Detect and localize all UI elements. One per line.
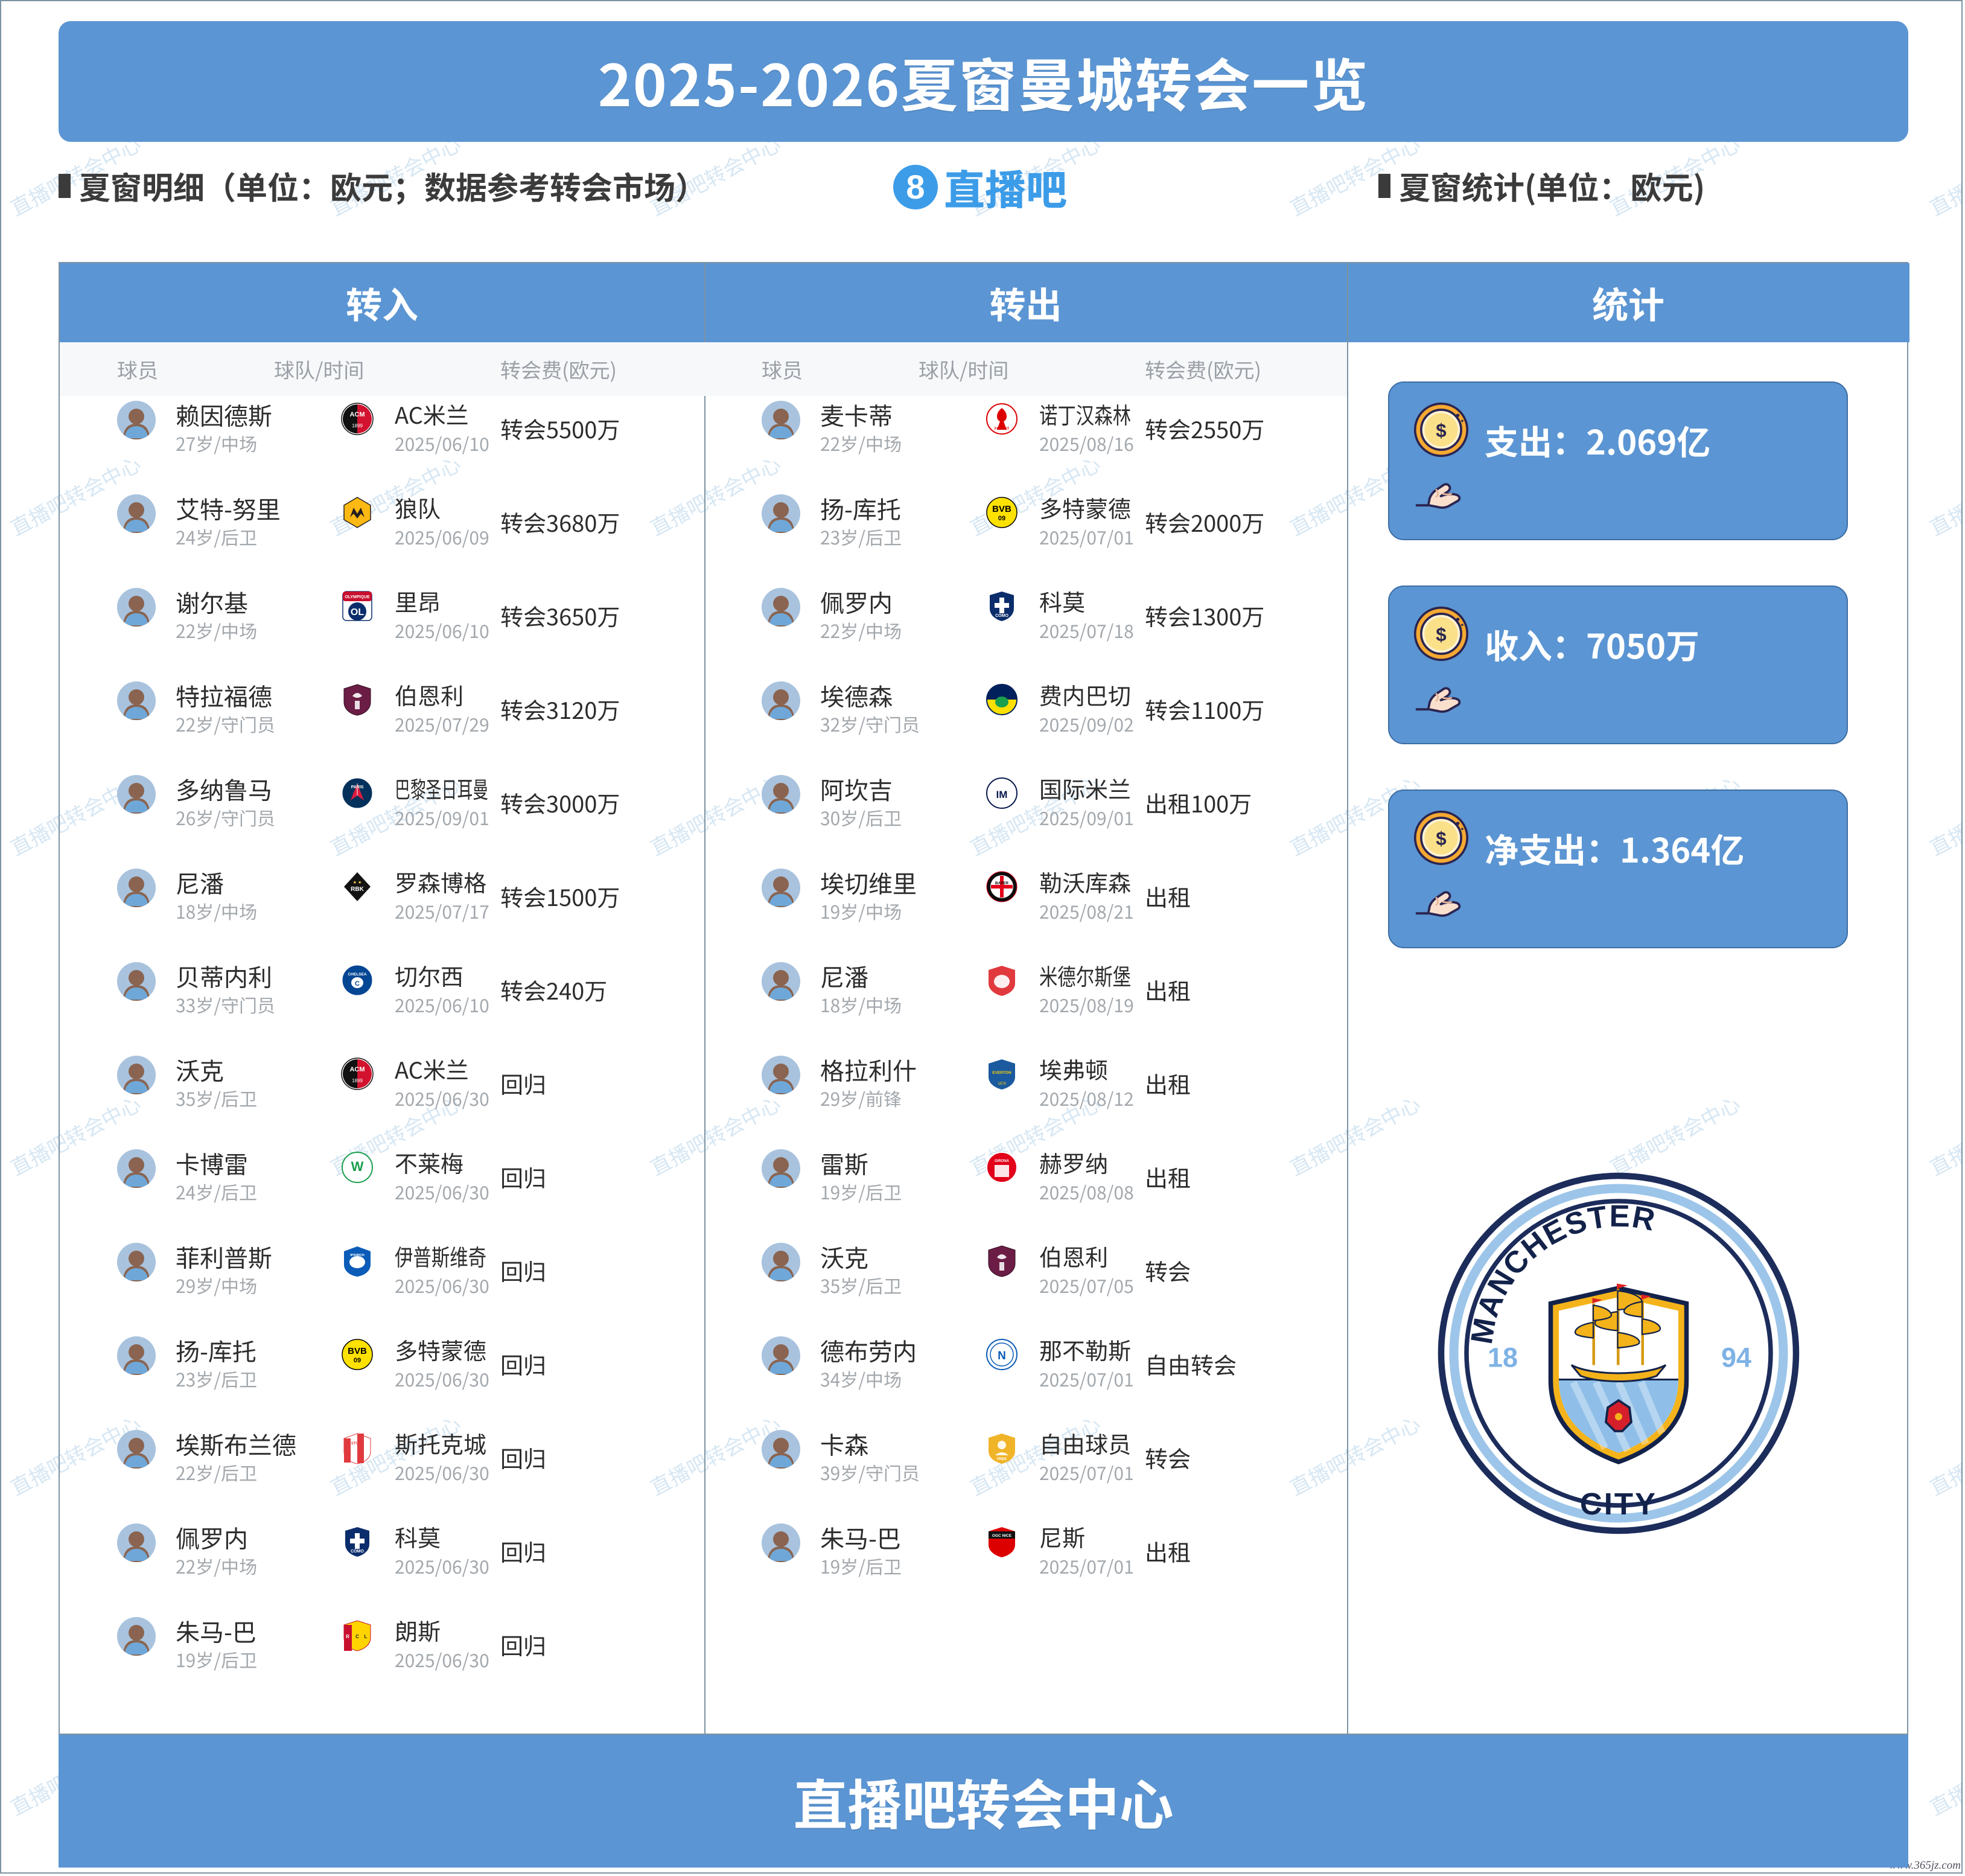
svg-text:GIRONA: GIRONA (995, 1160, 1010, 1163)
svg-text:OL: OL (351, 607, 364, 617)
svg-text:C: C (355, 980, 360, 987)
svg-text:COMO: COMO (995, 614, 1008, 618)
svg-text:BVB: BVB (992, 504, 1011, 514)
svg-text:CITY: CITY (1580, 1487, 1657, 1521)
svg-text:PARIS: PARIS (351, 785, 364, 790)
svg-text:09: 09 (998, 515, 1005, 522)
svg-text:STOKE: STOKE (351, 1442, 364, 1446)
svg-text:R: R (346, 1634, 349, 1639)
svg-text:$: $ (1436, 828, 1446, 849)
svg-text:N: N (998, 1350, 1006, 1362)
svg-text:18: 18 (1488, 1342, 1518, 1373)
svg-text:CHELSEA: CHELSEA (348, 972, 366, 977)
svg-text:1899: 1899 (352, 1078, 363, 1083)
svg-text:BAYER: BAYER (995, 881, 1008, 885)
svg-text:IM: IM (996, 789, 1008, 800)
svg-text:EVERTON: EVERTON (992, 1071, 1011, 1075)
svg-text:OLYMPIQUE: OLYMPIQUE (345, 595, 370, 599)
svg-text:W: W (351, 1159, 364, 1174)
svg-text:L: L (365, 1634, 368, 1639)
svg-text:09: 09 (354, 1357, 361, 1364)
svg-text:RBK: RBK (351, 886, 364, 893)
svg-text:FREE: FREE (997, 1458, 1007, 1461)
svg-text:OGC NICE: OGC NICE (992, 1534, 1012, 1538)
svg-text:COMO: COMO (351, 1549, 364, 1554)
svg-text:$: $ (1436, 420, 1446, 441)
svg-text:$: $ (1436, 624, 1446, 645)
svg-text:94: 94 (1721, 1342, 1751, 1373)
svg-text:1899: 1899 (352, 423, 363, 429)
svg-text:1878: 1878 (998, 1082, 1006, 1086)
svg-text:IPSWICH: IPSWICH (350, 1254, 365, 1257)
svg-text:★ ★: ★ ★ (353, 880, 362, 885)
svg-text:BVB: BVB (348, 1346, 367, 1356)
svg-text:ACM: ACM (349, 1066, 365, 1073)
svg-text:ACM: ACM (349, 411, 365, 418)
svg-text:FOREST: FOREST (995, 427, 1010, 431)
svg-text:C: C (355, 1634, 359, 1639)
